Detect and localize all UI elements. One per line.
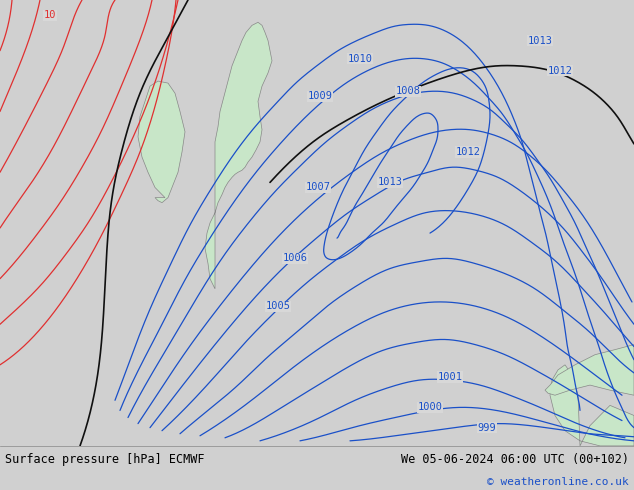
Text: 1006: 1006 xyxy=(283,253,307,264)
Text: 1010: 1010 xyxy=(347,54,373,64)
Polygon shape xyxy=(550,365,634,446)
Text: Surface pressure [hPa] ECMWF: Surface pressure [hPa] ECMWF xyxy=(5,453,205,466)
Text: 1007: 1007 xyxy=(306,182,330,193)
Text: 1000: 1000 xyxy=(418,402,443,413)
Polygon shape xyxy=(545,344,634,395)
Text: 1001: 1001 xyxy=(437,372,462,382)
Text: 1008: 1008 xyxy=(396,86,420,96)
Text: 10: 10 xyxy=(44,10,56,20)
Text: 1013: 1013 xyxy=(377,177,403,187)
Text: 999: 999 xyxy=(477,423,496,433)
Text: 1012: 1012 xyxy=(455,147,481,157)
Text: 1012: 1012 xyxy=(548,66,573,76)
Text: 1013: 1013 xyxy=(527,36,552,46)
Text: 1005: 1005 xyxy=(266,301,290,311)
Text: We 05-06-2024 06:00 UTC (00+102): We 05-06-2024 06:00 UTC (00+102) xyxy=(401,453,629,466)
Text: © weatheronline.co.uk: © weatheronline.co.uk xyxy=(488,477,629,487)
Polygon shape xyxy=(205,22,272,289)
Polygon shape xyxy=(138,81,185,203)
Text: 1009: 1009 xyxy=(307,91,332,101)
